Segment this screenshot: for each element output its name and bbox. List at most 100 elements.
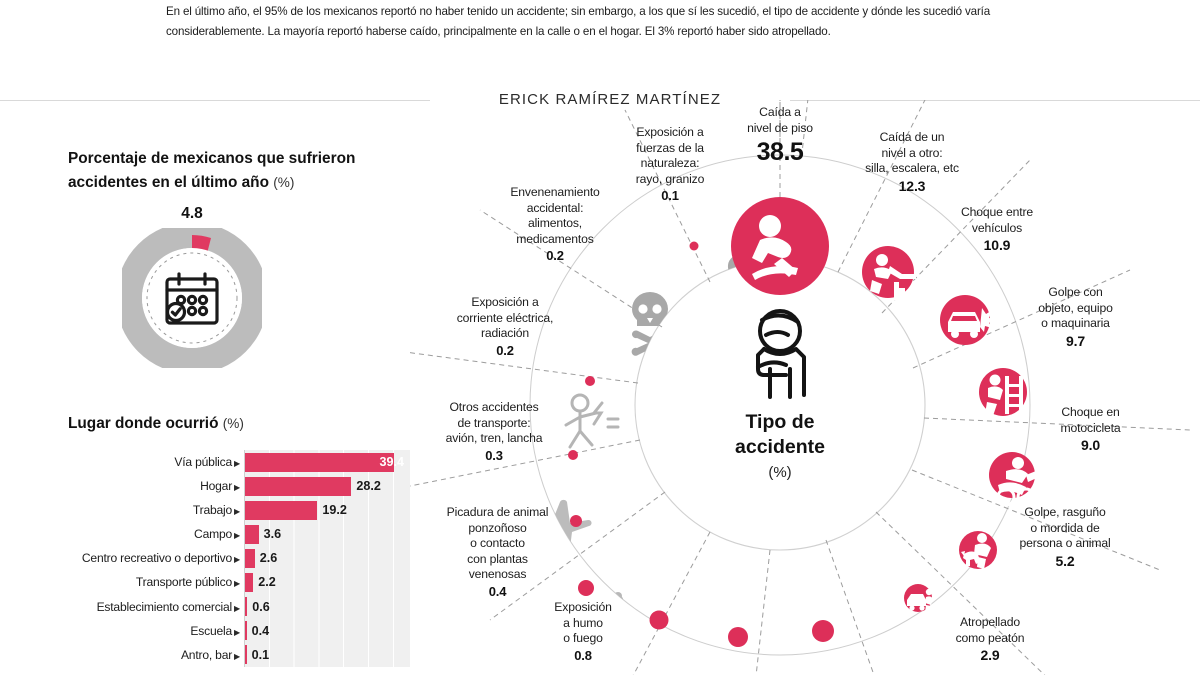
pedestrian-hit-icon <box>907 588 933 613</box>
bar-row: Escuela ▶ 0.4 <box>68 618 410 643</box>
bar-value-label: 0.6 <box>252 599 270 614</box>
marker-fuerzas-naturaleza <box>689 241 699 251</box>
byline: ERICK RAMÍREZ MARTÍNEZ <box>430 89 790 110</box>
bar-fill <box>245 476 352 496</box>
bar-track: 2.2 <box>244 570 410 595</box>
bar-row: Establecimiento comercial ▶ 0.6 <box>68 594 410 619</box>
segment-value: 0.4 <box>488 584 507 600</box>
bar-title-text: Lugar donde ocurrió <box>68 415 219 432</box>
segment-label-caida-nivel-piso: Caída a nivel de piso 38.5 <box>705 105 855 168</box>
donut-chart-title: Porcentaje de mexicanos que sufrieron ac… <box>68 147 398 195</box>
bar-chart-title: Lugar donde ocurrió (%) <box>68 415 398 433</box>
marker-envenenamiento <box>585 376 595 386</box>
bar-track: 0.4 <box>244 618 410 643</box>
bar-row-label: Hogar ▶ <box>200 479 240 494</box>
segment-value: 10.9 <box>983 237 1011 254</box>
marker-otro-2 <box>649 610 669 630</box>
bar-value-label: 2.6 <box>259 551 278 566</box>
bar-fill <box>245 548 255 568</box>
segment-value: 0.8 <box>574 647 592 663</box>
bar-row: Hogar ▶ 28.2 <box>68 474 410 499</box>
marker-exposicion-humo <box>812 620 834 642</box>
radial-segment-dividers <box>410 100 1191 675</box>
electric-shock-icon <box>564 393 620 449</box>
segment-label-otros-transporte: Otros accidentes de transporte: avión, tre… <box>414 400 574 464</box>
segment-value: 2.9 <box>980 647 1000 664</box>
ladder-fall-icon <box>985 374 1023 416</box>
bar-row-label: Trabajo ▶ <box>192 503 240 518</box>
bar-fill <box>245 597 248 617</box>
radial-marker-pictograms <box>752 215 1039 613</box>
caret-icon: ▶ <box>234 531 240 541</box>
segment-label-golpe-objeto: Golpe con objeto, equipo o maquinaria 9.7 <box>1008 285 1143 351</box>
donut-title-text: Porcentaje de mexicanos que sufrieron ac… <box>68 150 356 191</box>
bar-row: Transporte público ▶ 2.2 <box>68 570 410 595</box>
intro-paragraph: En el último año, el 95% de los mexicano… <box>166 5 991 38</box>
falling-stairs-icon <box>870 254 916 300</box>
bar-value-label: 2.2 <box>258 575 276 590</box>
bar-track: 2.6 <box>244 546 410 571</box>
radial-spokes <box>779 100 809 157</box>
donut-chart <box>116 222 268 374</box>
segment-value: 12.3 <box>898 177 926 194</box>
bar-track: 0.6 <box>244 594 410 619</box>
donut-title-unit: (%) <box>273 174 295 190</box>
marker-otros-transporte <box>570 515 582 527</box>
center-title-unit: (%) <box>768 463 792 481</box>
bar-row-label: Escuela ▶ <box>190 623 240 638</box>
motorcycle-crash-icon <box>996 457 1039 507</box>
segment-label-golpe-mordida: Golpe, rasguño o mordida de persona o anim… <box>990 505 1140 571</box>
calendar-check-icon <box>165 272 219 325</box>
bar-row: Vía pública ▶ 39.4 <box>68 450 410 475</box>
caret-icon: ▶ <box>234 555 240 565</box>
bar-fill <box>245 500 318 520</box>
bar-row: Centro recreativo o deportivo ▶ 2.6 <box>68 546 410 571</box>
caret-icon: ▶ <box>234 507 240 517</box>
bar-row: Campo ▶ 3.6 <box>68 522 410 547</box>
bar-fill <box>245 645 247 665</box>
bar-value-label: 28.2 <box>356 479 381 494</box>
segment-label-exposicion-humo: Exposición a humo o fuego 0.8 <box>528 600 638 664</box>
bar-fill <box>245 621 247 641</box>
segment-label-corriente-electrica: Exposición a corriente eléctrica, radiació… <box>430 295 580 359</box>
segment-label-choque-vehiculos: Choque entre vehículos 10.9 <box>932 205 1062 255</box>
marker-otro-1 <box>728 627 748 647</box>
injured-person-icon <box>756 309 806 399</box>
bar-track: 0.1 <box>244 642 410 667</box>
segment-label-fuerzas-naturaleza: Exposición a fuerzas de la naturaleza: rayo… <box>610 125 730 205</box>
bar-row: Trabajo ▶ 19.2 <box>68 498 410 523</box>
bar-row-label: Centro recreativo o deportivo ▶ <box>81 551 240 566</box>
bar-title-unit: (%) <box>222 416 244 431</box>
marker-corriente-electrica <box>568 450 578 460</box>
bar-fill <box>245 524 259 544</box>
donut-dashed-ring <box>146 252 238 344</box>
marker-picadura-animal <box>578 580 594 596</box>
segment-value: 0.2 <box>496 342 514 358</box>
bar-chart: Vía pública ▶ 39.4 Hogar ▶ 28.2 Trabajo ▶ 19.2 Ca… <box>68 450 410 667</box>
bar-value-label: 0.4 <box>251 623 270 638</box>
caret-icon: ▶ <box>234 579 240 589</box>
bar-fill <box>245 573 254 592</box>
segment-value: 9.0 <box>1080 437 1100 454</box>
bar-track: 3.6 <box>244 522 410 547</box>
caret-icon: ▶ <box>234 459 240 468</box>
bar-row-label: Antro, bar ▶ <box>180 647 240 662</box>
bar-row-label: Campo ▶ <box>194 527 240 542</box>
radial-inner-circle <box>634 259 926 551</box>
segment-label-envenenamiento: Envenenamiento accidental: alimentos, medic… <box>480 185 630 265</box>
segment-value: 0.2 <box>546 248 564 264</box>
caret-icon: ▶ <box>234 483 240 493</box>
segment-label-atropellado: Atropellado como peatón 2.9 <box>930 615 1050 665</box>
bar-row-label: Establecimiento comercial ▶ <box>96 599 241 614</box>
bar-row-label: Vía pública ▶ <box>174 455 240 469</box>
segment-label-caida-nivel-a-otro: Caída de un nivel a otro: silla, escalera,… <box>842 130 982 196</box>
bar-row-label: Transporte público ▶ <box>135 575 240 590</box>
caret-icon: ▶ <box>234 603 240 613</box>
caret-icon: ▶ <box>234 651 240 661</box>
bar-track: 19.2 <box>244 498 410 523</box>
bar-track: 28.2 <box>244 474 410 499</box>
radial-center-title: Tipo de accidente (%) <box>675 410 885 482</box>
car-crash-icon <box>948 308 995 338</box>
segment-label-choque-motocicleta: Choque en motocicleta 9.0 <box>1028 405 1153 455</box>
